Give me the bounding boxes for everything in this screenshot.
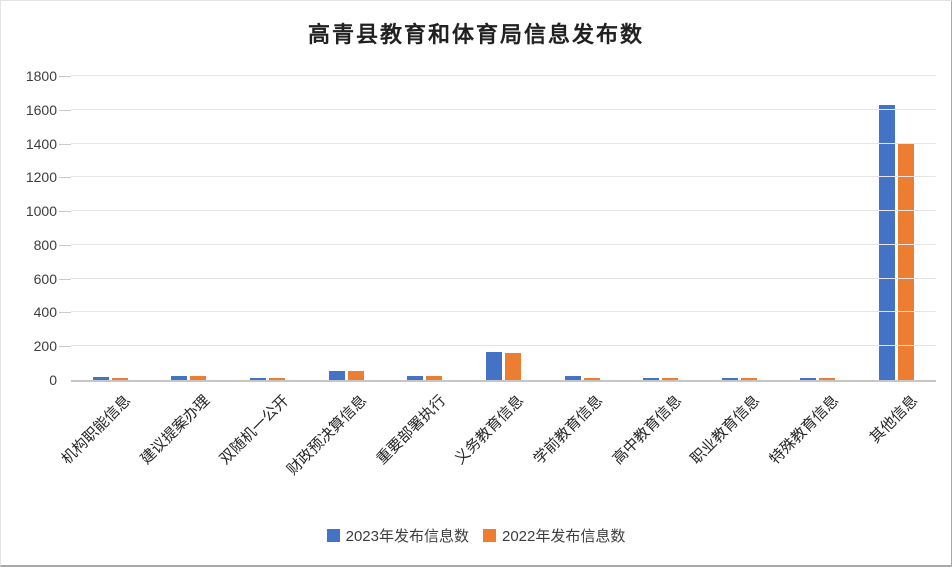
- y-tick-label: 0: [49, 372, 57, 388]
- gridline: [71, 142, 936, 144]
- bar: [740, 378, 757, 380]
- bar-group: [328, 371, 364, 380]
- y-tick-label: 1200: [25, 169, 57, 186]
- bar-group: [485, 352, 521, 380]
- bars-container: [71, 76, 936, 380]
- legend-item: 2023年发布信息数: [326, 525, 469, 546]
- bar: [250, 378, 267, 380]
- y-tick-mark: [59, 177, 71, 179]
- bar: [504, 353, 521, 380]
- x-tick-label: 财政预决算信息: [284, 392, 371, 479]
- bar: [564, 376, 581, 380]
- bar: [721, 378, 738, 380]
- bar: [662, 378, 679, 380]
- y-tick-label: 400: [33, 304, 57, 321]
- x-tick-label: 特殊教育信息: [766, 392, 843, 468]
- bar-group: [171, 376, 207, 380]
- gridline: [71, 210, 936, 212]
- gridline: [71, 277, 936, 279]
- gridline: [71, 243, 936, 245]
- bar: [485, 352, 502, 380]
- bar: [269, 378, 286, 380]
- legend-item: 2022年发布信息数: [483, 525, 625, 546]
- legend-swatch: [483, 529, 496, 542]
- bar: [800, 378, 817, 380]
- y-tick-label: 1400: [25, 135, 57, 152]
- bar: [583, 378, 600, 380]
- bar: [347, 371, 364, 380]
- y-tick-mark: [59, 312, 71, 314]
- bar: [111, 378, 128, 380]
- chart-title: 高青县教育和体育局信息发布数: [307, 22, 644, 47]
- y-tick-label: 800: [33, 236, 57, 253]
- bar-group: [250, 378, 286, 380]
- bar: [190, 376, 207, 380]
- x-tick-label: 机构职能信息: [58, 392, 135, 468]
- bar-group: [800, 378, 836, 380]
- gridline: [71, 176, 936, 178]
- y-tick-mark: [59, 143, 71, 145]
- bar-group: [407, 376, 443, 380]
- y-tick-label: 1800: [25, 68, 57, 84]
- bar-group: [643, 378, 679, 380]
- y-tick-mark: [59, 109, 71, 111]
- plot-area: [71, 75, 936, 382]
- y-tick-label: 1000: [25, 203, 57, 220]
- x-tick-label: 其他信息: [866, 392, 921, 447]
- bar: [426, 376, 443, 380]
- legend: 2023年发布信息数 2022年发布信息数: [1, 525, 951, 546]
- y-tick-label: 600: [33, 270, 57, 287]
- y-tick-label: 200: [33, 338, 57, 355]
- x-tick-label: 职业教育信息: [687, 392, 764, 468]
- bar-group: [721, 378, 757, 380]
- gridline: [71, 311, 936, 313]
- bar: [879, 105, 896, 380]
- bar: [643, 378, 660, 380]
- y-tick-mark: [59, 211, 71, 213]
- legend-label: 2023年发布信息数: [345, 528, 469, 545]
- x-tick-label: 高中教育信息: [609, 392, 685, 468]
- x-tick-label: 重要部署执行: [373, 392, 450, 468]
- y-tick-label: 1600: [25, 101, 57, 118]
- bar: [92, 377, 109, 380]
- bar: [328, 371, 345, 380]
- y-tick-mark: [59, 244, 71, 246]
- gridline: [71, 108, 936, 110]
- y-tick-mark: [59, 278, 71, 280]
- y-tick-mark: [59, 76, 71, 77]
- gridline: [71, 75, 936, 76]
- x-tick-label: 义务教育信息: [451, 392, 528, 468]
- bar: [171, 376, 188, 380]
- bar-group: [564, 376, 600, 380]
- bar: [407, 376, 424, 380]
- gridline: [71, 345, 936, 347]
- bar: [819, 378, 836, 380]
- legend-swatch: [326, 529, 340, 542]
- y-tick-mark: [59, 346, 71, 348]
- x-tick-label: 学前教育信息: [530, 392, 607, 468]
- x-tick-label: 双随机一公开: [216, 392, 292, 468]
- x-tick-label: 建议提案办理: [137, 392, 214, 468]
- bar: [898, 144, 915, 380]
- bar-group: [92, 377, 128, 380]
- legend-label: 2022年发布信息数: [502, 528, 626, 545]
- bar-group: [879, 105, 915, 380]
